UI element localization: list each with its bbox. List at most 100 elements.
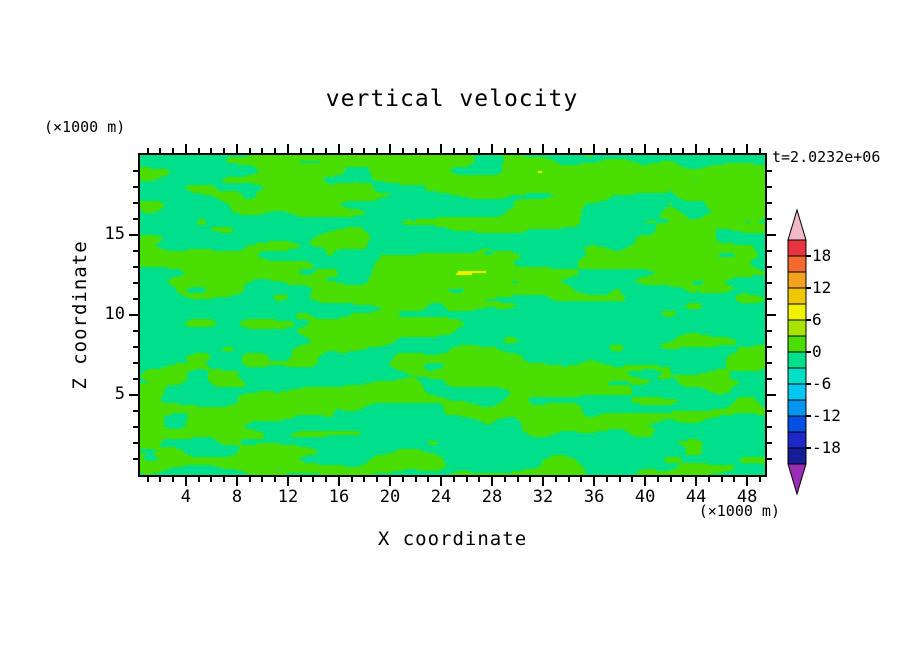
z-minor-tick [133, 378, 138, 380]
x-minor-tick [274, 148, 277, 153]
z-minor-tick [767, 458, 772, 460]
x-minor-tick [452, 477, 455, 482]
z-minor-tick [133, 202, 138, 204]
x-major-tick [337, 477, 340, 486]
x-minor-tick [350, 148, 353, 153]
x-minor-tick [733, 148, 736, 153]
x-minor-tick [605, 477, 608, 482]
x-major-tick [644, 477, 647, 486]
z-tick-label: 10 [104, 304, 125, 324]
x-minor-tick [567, 477, 570, 482]
x-minor-tick [376, 477, 379, 482]
x-minor-tick [401, 148, 404, 153]
x-tick-label: 24 [430, 487, 452, 507]
x-tick-label: 20 [379, 487, 401, 507]
z-minor-tick [133, 218, 138, 220]
x-major-tick [286, 477, 289, 486]
colorbar [787, 208, 807, 496]
x-minor-tick [707, 477, 710, 482]
z-minor-tick [133, 458, 138, 460]
x-minor-tick [248, 477, 251, 482]
x-minor-tick [758, 477, 761, 482]
z-major-tick [767, 314, 776, 316]
x-tick-label: 28 [481, 487, 503, 507]
z-major-tick [129, 314, 138, 316]
x-minor-tick [223, 477, 226, 482]
x-minor-tick [529, 477, 532, 482]
colorbar-arrow-top [787, 208, 807, 241]
x-major-tick [695, 477, 698, 486]
contour-field-canvas [140, 155, 765, 475]
x-minor-tick [669, 477, 672, 482]
x-major-tick [184, 144, 187, 153]
x-minor-tick [363, 477, 366, 482]
colorbar-tick [806, 383, 811, 385]
x-minor-tick [631, 477, 634, 482]
z-minor-tick [767, 378, 772, 380]
x-major-tick [389, 144, 391, 153]
x-minor-tick [325, 477, 328, 482]
colorbar-segment [787, 303, 807, 321]
x-minor-tick [299, 148, 302, 153]
x-minor-tick [197, 148, 200, 153]
z-minor-tick [133, 362, 138, 364]
x-major-tick [593, 144, 596, 153]
x-minor-tick [516, 477, 519, 482]
x-minor-tick [503, 477, 506, 482]
colorbar-label: -6 [812, 374, 832, 393]
x-minor-tick [682, 477, 685, 482]
x-tick-label: 44 [685, 487, 707, 507]
x-minor-tick [172, 148, 175, 153]
colorbar-label: -12 [812, 406, 841, 425]
z-minor-tick [767, 202, 772, 204]
x-major-tick [389, 477, 391, 486]
colorbar-segment [787, 415, 807, 433]
x-minor-tick [159, 477, 162, 482]
z-minor-tick [767, 298, 772, 300]
x-minor-tick [707, 148, 710, 153]
x-minor-tick [452, 148, 455, 153]
x-major-tick [440, 477, 443, 486]
x-minor-tick [363, 148, 366, 153]
z-major-tick [767, 234, 776, 236]
x-minor-tick [478, 148, 481, 153]
z-minor-tick [767, 266, 772, 268]
z-minor-tick [767, 426, 772, 428]
x-minor-tick [682, 148, 685, 153]
x-axis-unit-label: (×1000 m) [698, 502, 780, 520]
x-minor-tick [414, 148, 417, 153]
x-tick-label: 48 [736, 487, 758, 507]
x-minor-tick [197, 477, 200, 482]
colorbar-segment [787, 399, 807, 417]
colorbar-segment [787, 335, 807, 353]
x-tick-label: 36 [583, 487, 605, 507]
z-minor-tick [133, 298, 138, 300]
x-minor-tick [172, 477, 175, 482]
x-major-tick [644, 144, 647, 153]
x-minor-tick [376, 148, 379, 153]
z-minor-tick [767, 362, 772, 364]
z-minor-tick [767, 410, 772, 412]
x-minor-tick [261, 477, 264, 482]
colorbar-tick [806, 287, 811, 289]
x-major-tick [593, 477, 596, 486]
x-minor-tick [503, 148, 506, 153]
x-minor-tick [733, 477, 736, 482]
colorbar-tick [806, 415, 811, 417]
x-tick-label: 40 [634, 487, 656, 507]
z-minor-tick [133, 426, 138, 428]
x-minor-tick [554, 148, 557, 153]
x-minor-tick [720, 148, 723, 153]
x-minor-tick [312, 477, 315, 482]
x-minor-tick [312, 148, 315, 153]
x-minor-tick [605, 148, 608, 153]
colorbar-tick [806, 447, 811, 449]
x-minor-tick [465, 477, 468, 482]
z-minor-tick [133, 266, 138, 268]
plot-title: vertical velocity [325, 86, 579, 112]
z-minor-tick [133, 442, 138, 444]
x-minor-tick [631, 148, 634, 153]
x-minor-tick [758, 148, 761, 153]
colorbar-segment [787, 255, 807, 273]
x-minor-tick [554, 477, 557, 482]
